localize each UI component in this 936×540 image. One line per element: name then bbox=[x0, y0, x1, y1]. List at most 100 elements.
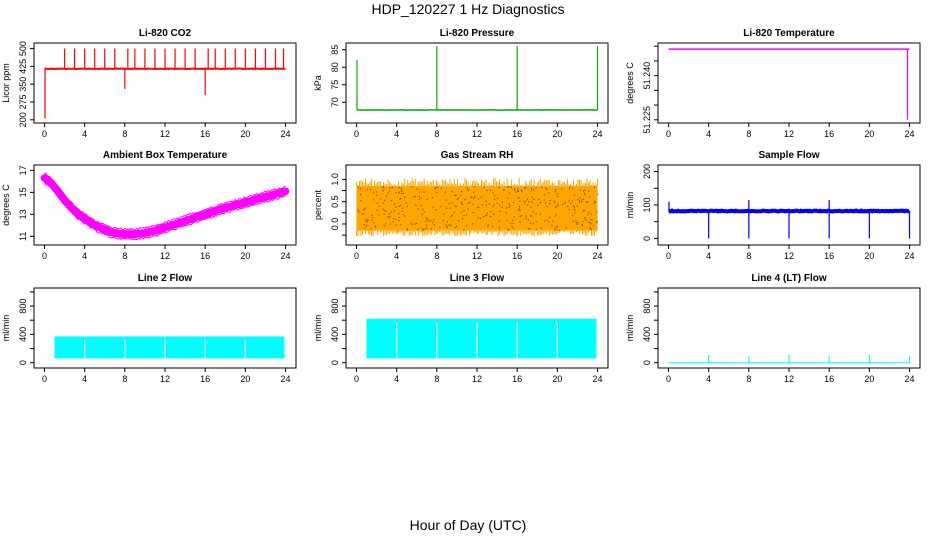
scatter-point bbox=[572, 187, 574, 189]
scatter-point bbox=[557, 193, 559, 195]
scatter-point bbox=[411, 224, 413, 226]
scatter-point bbox=[510, 222, 512, 224]
scatter-point bbox=[468, 189, 470, 191]
scatter-point bbox=[428, 220, 430, 222]
scatter-point bbox=[462, 218, 464, 220]
scatter-point bbox=[551, 224, 553, 226]
scatter-point bbox=[365, 207, 367, 209]
y-axis-label: kPa bbox=[313, 75, 323, 91]
scatter-point bbox=[395, 191, 397, 194]
scatter-point bbox=[393, 203, 395, 205]
scatter-point bbox=[460, 211, 463, 213]
x-tick-label: 12 bbox=[472, 374, 482, 384]
scatter-point bbox=[431, 197, 433, 199]
scatter-point bbox=[385, 210, 387, 212]
y-tick-label: 0 bbox=[642, 360, 652, 365]
scatter-point bbox=[383, 213, 385, 215]
scatter-point bbox=[537, 204, 539, 206]
y-axis-label: ml/min bbox=[625, 315, 635, 342]
scatter-point bbox=[557, 203, 559, 205]
scatter-point bbox=[476, 206, 479, 209]
scatter-point bbox=[549, 216, 551, 218]
scatter-point bbox=[454, 205, 456, 207]
data-layer bbox=[54, 336, 287, 359]
scatter-point bbox=[589, 218, 591, 220]
scatter-point bbox=[405, 202, 407, 204]
scatter-point bbox=[402, 214, 404, 216]
scatter-point bbox=[489, 189, 491, 191]
scatter-point bbox=[399, 204, 402, 206]
scatter-point bbox=[582, 190, 584, 192]
scatter-point bbox=[499, 204, 501, 206]
scatter-point bbox=[593, 186, 595, 188]
panel-temperature: Li-820 Temperature degrees C 0 4 8 12 16 20 24 51… bbox=[625, 28, 921, 139]
scatter-point bbox=[435, 209, 437, 211]
scatter-point bbox=[570, 202, 572, 205]
panel-rh: Gas Stream RH percent 0 4 8 12 16 20 24 0.0 0.5 1.0 bbox=[313, 150, 609, 261]
scatter-point bbox=[389, 187, 391, 189]
scatter-point bbox=[472, 203, 474, 205]
scatter-point bbox=[395, 206, 397, 208]
scatter-point bbox=[574, 208, 576, 210]
scatter-point bbox=[373, 199, 375, 201]
figure-title: HDP_120227 1 Hz Diagnostics bbox=[371, 1, 565, 17]
scatter-point bbox=[445, 224, 447, 226]
scatter-point bbox=[513, 216, 515, 218]
x-tick-label: 16 bbox=[200, 374, 210, 384]
y-tick-label: 425 bbox=[18, 59, 28, 74]
scatter-point bbox=[587, 201, 589, 203]
scatter-point bbox=[548, 221, 550, 223]
scatter-point bbox=[519, 209, 521, 211]
scatter-point bbox=[483, 186, 485, 188]
y-tick-label: 800 bbox=[330, 299, 340, 314]
scatter-point bbox=[547, 192, 550, 194]
x-tick-label: 16 bbox=[512, 129, 522, 139]
scatter-point bbox=[422, 228, 424, 230]
scatter-point bbox=[591, 219, 593, 221]
scatter-point bbox=[498, 220, 500, 222]
x-tick-label: 16 bbox=[824, 374, 834, 384]
scatter-point bbox=[458, 220, 460, 222]
x-tick-label: 8 bbox=[122, 374, 127, 384]
scatter-point bbox=[573, 205, 575, 207]
scatter-point bbox=[427, 218, 429, 220]
data-layer bbox=[356, 46, 599, 111]
scatter-point bbox=[467, 208, 469, 210]
scatter-point bbox=[572, 220, 574, 223]
data-layer bbox=[44, 48, 286, 119]
x-tick-label: 16 bbox=[200, 129, 210, 139]
x-tick-label: 4 bbox=[82, 129, 87, 139]
x-tick-label: 12 bbox=[160, 251, 170, 261]
scatter-point bbox=[370, 189, 372, 191]
scatter-point bbox=[451, 202, 453, 204]
scatter-point bbox=[399, 198, 401, 200]
scatter-point bbox=[455, 205, 457, 207]
scatter-point bbox=[501, 201, 503, 203]
panel-title: Ambient Box Temperature bbox=[103, 150, 228, 161]
scatter-point bbox=[545, 187, 547, 189]
panel-title: Gas Stream RH bbox=[441, 150, 514, 161]
scatter-point bbox=[568, 188, 571, 190]
scatter-point bbox=[425, 221, 427, 223]
x-tick-label: 24 bbox=[281, 374, 291, 384]
scatter-point bbox=[371, 219, 373, 221]
scatter-point bbox=[423, 191, 425, 193]
y-axis-label: percent bbox=[313, 189, 323, 220]
scatter-point bbox=[451, 190, 453, 192]
scatter-point bbox=[517, 190, 519, 192]
scatter-point bbox=[399, 224, 402, 226]
y-axis-label: ml/min bbox=[1, 315, 11, 342]
scatter-point bbox=[531, 189, 533, 191]
x-tick-label: 8 bbox=[746, 251, 751, 261]
scatter-point bbox=[517, 197, 519, 199]
scatter-point bbox=[508, 192, 510, 194]
scatter-point bbox=[358, 210, 360, 213]
scatter-point bbox=[535, 221, 537, 223]
scatter-point bbox=[574, 209, 576, 211]
scatter-point bbox=[555, 226, 557, 228]
scatter-point bbox=[411, 186, 413, 188]
scatter-point bbox=[513, 201, 515, 204]
scatter-point bbox=[366, 221, 368, 223]
x-tick-label: 0 bbox=[42, 251, 47, 261]
x-tick-label: 12 bbox=[784, 374, 794, 384]
